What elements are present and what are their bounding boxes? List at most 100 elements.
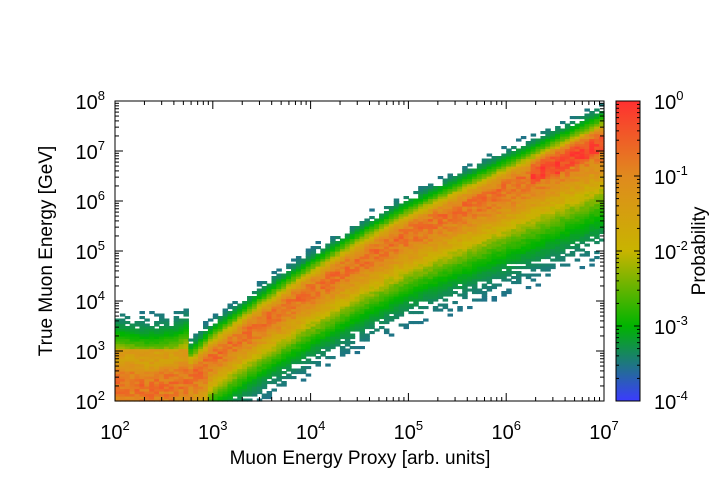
- heatmap-cell: [393, 313, 400, 317]
- heatmap-cell: [437, 193, 444, 197]
- heatmap-cell: [452, 273, 458, 277]
- heatmap-cell: [281, 283, 287, 287]
- heatmap-cell: [271, 351, 277, 355]
- heatmap-cell: [471, 271, 478, 275]
- heatmap-cell: [222, 318, 229, 322]
- heatmap-cell: [256, 343, 263, 347]
- heatmap-cell: [579, 191, 586, 195]
- heatmap-cell: [564, 193, 571, 197]
- heatmap-cell: [354, 268, 361, 272]
- heatmap-cell: [457, 226, 463, 230]
- heatmap-cell: [159, 391, 165, 395]
- heatmap-cell: [276, 298, 282, 302]
- heatmap-cell: [599, 188, 605, 192]
- heatmap-cell: [584, 191, 590, 195]
- heatmap-cell: [540, 236, 546, 240]
- heatmap-cell: [335, 283, 341, 287]
- heatmap-cell: [467, 203, 473, 207]
- heatmap-cell: [540, 148, 546, 152]
- heatmap-cell: [364, 218, 370, 222]
- heatmap-cell: [501, 256, 507, 260]
- heatmap-cell: [457, 273, 463, 277]
- heatmap-cell: [388, 248, 395, 252]
- heatmap-cell: [251, 368, 258, 372]
- heatmap-cell: [281, 333, 287, 337]
- heatmap-cell: [369, 243, 375, 247]
- heatmap-cell: [452, 258, 458, 262]
- heatmap-cell: [559, 176, 566, 180]
- heatmap-cell: [403, 203, 409, 207]
- heatmap-cell: [129, 326, 136, 330]
- heatmap-cell: [183, 356, 189, 360]
- heatmap-cell: [442, 231, 449, 235]
- heatmap-cell: [574, 228, 581, 232]
- heatmap-cell: [232, 388, 238, 392]
- heatmap-cell: [310, 281, 317, 285]
- heatmap-cell: [427, 203, 434, 207]
- heatmap-cell: [423, 271, 429, 275]
- heatmap-cell: [359, 286, 365, 290]
- heatmap-cell: [183, 343, 189, 347]
- heatmap-cell: [471, 291, 478, 295]
- heatmap-cell: [173, 383, 180, 387]
- heatmap-cell: [564, 208, 571, 212]
- heatmap-cell: [398, 233, 405, 237]
- heatmap-cell: [139, 393, 145, 397]
- heatmap-cell: [423, 236, 429, 240]
- heatmap-cell: [457, 238, 463, 242]
- heatmap-cell: [291, 353, 297, 357]
- heatmap-cell: [183, 353, 189, 357]
- heatmap-cell: [383, 231, 390, 235]
- heatmap-cell: [594, 138, 600, 142]
- heatmap-cell: [154, 378, 160, 382]
- heatmap-cell: [467, 201, 473, 205]
- heatmap-cell: [467, 233, 473, 237]
- heatmap-cell: [188, 393, 194, 397]
- heatmap-cell: [486, 203, 493, 207]
- heatmap-cell: [369, 296, 375, 300]
- heatmap-cell: [222, 326, 229, 330]
- heatmap-cell: [251, 336, 258, 340]
- heatmap-cell: [442, 211, 449, 215]
- heatmap-cell: [540, 166, 546, 170]
- heatmap-cell: [276, 348, 282, 352]
- heatmap-cell: [501, 213, 507, 217]
- heatmap-cell: [442, 226, 449, 230]
- heatmap-cell: [398, 203, 405, 207]
- heatmap-cell: [423, 218, 429, 222]
- heatmap-cell: [574, 231, 581, 235]
- heatmap-cell: [515, 166, 522, 170]
- heatmap-cell: [310, 276, 317, 280]
- heatmap-cell: [564, 196, 571, 200]
- heatmap-cell: [203, 378, 209, 382]
- heatmap-cell: [330, 286, 336, 290]
- heatmap-cell: [271, 311, 277, 315]
- heatmap-cell: [462, 228, 468, 232]
- heatmap-cell: [501, 211, 507, 215]
- heatmap-cell: [452, 236, 458, 240]
- heatmap-cell: [217, 371, 224, 375]
- heatmap-cell: [515, 271, 522, 275]
- heatmap-cell: [540, 141, 546, 145]
- heatmap-cell: [261, 326, 268, 330]
- heatmap-cell: [491, 176, 498, 180]
- heatmap-cell: [408, 261, 414, 265]
- heatmap-cell: [564, 181, 571, 185]
- heatmap-cell: [491, 258, 498, 262]
- heatmap-cell: [359, 328, 365, 332]
- heatmap-cell: [486, 268, 493, 272]
- heatmap-cell: [403, 323, 409, 327]
- heatmap-cell: [330, 296, 336, 300]
- heatmap-cell: [242, 328, 248, 332]
- heatmap-cell: [159, 343, 165, 347]
- heatmap-cell: [315, 271, 321, 275]
- heatmap-cell: [525, 161, 532, 165]
- heatmap-cell: [515, 221, 522, 225]
- heatmap-cell: [383, 283, 390, 287]
- heatmap-cell: [207, 331, 214, 335]
- heatmap-cell: [173, 358, 180, 362]
- heatmap-cell: [144, 363, 150, 367]
- heatmap-cell: [471, 298, 478, 302]
- heatmap-cell: [149, 331, 155, 335]
- heatmap-cell: [467, 251, 473, 255]
